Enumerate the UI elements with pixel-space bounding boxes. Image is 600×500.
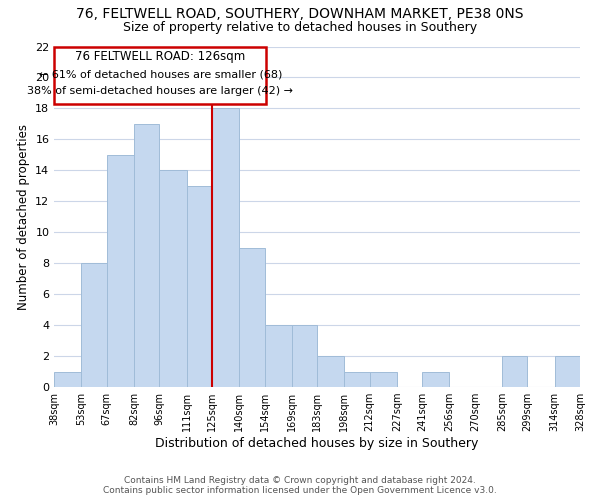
FancyBboxPatch shape	[54, 46, 266, 104]
Bar	[370, 372, 397, 387]
Bar	[160, 170, 187, 387]
Bar	[187, 186, 212, 387]
Bar	[422, 372, 449, 387]
Bar	[239, 248, 265, 387]
Bar	[212, 108, 239, 387]
Bar	[554, 356, 580, 387]
Bar	[344, 372, 370, 387]
Bar	[54, 372, 82, 387]
Text: 76 FELTWELL ROAD: 126sqm: 76 FELTWELL ROAD: 126sqm	[75, 50, 245, 63]
X-axis label: Distribution of detached houses by size in Southery: Distribution of detached houses by size …	[155, 437, 479, 450]
Text: 76, FELTWELL ROAD, SOUTHERY, DOWNHAM MARKET, PE38 0NS: 76, FELTWELL ROAD, SOUTHERY, DOWNHAM MAR…	[76, 8, 524, 22]
Bar	[502, 356, 527, 387]
Text: Contains HM Land Registry data © Crown copyright and database right 2024.
Contai: Contains HM Land Registry data © Crown c…	[103, 476, 497, 495]
Bar	[134, 124, 160, 387]
Text: ← 61% of detached houses are smaller (68): ← 61% of detached houses are smaller (68…	[38, 70, 282, 80]
Text: Size of property relative to detached houses in Southery: Size of property relative to detached ho…	[123, 21, 477, 34]
Bar	[317, 356, 344, 387]
Bar	[107, 155, 134, 387]
Bar	[82, 263, 107, 387]
Bar	[265, 325, 292, 387]
Bar	[292, 325, 317, 387]
Text: 38% of semi-detached houses are larger (42) →: 38% of semi-detached houses are larger (…	[27, 86, 293, 97]
Y-axis label: Number of detached properties: Number of detached properties	[17, 124, 29, 310]
